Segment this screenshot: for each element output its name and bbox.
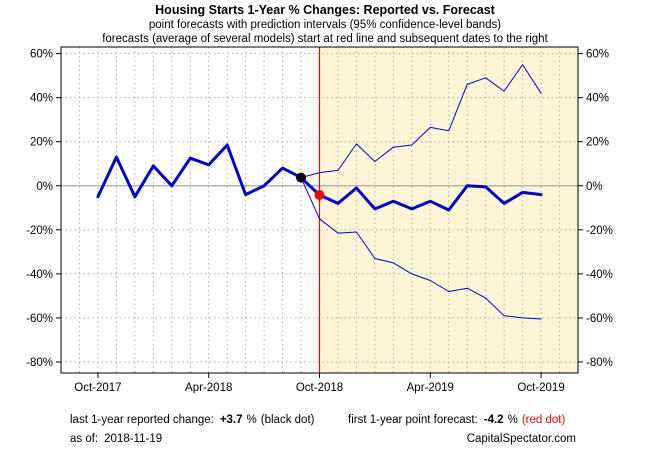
x-tick-label: Oct-2018 (296, 382, 343, 394)
y-tick-label-right: 40% (586, 93, 609, 105)
y-tick-label-left: -80% (26, 357, 53, 369)
series-upper-band (300, 64, 542, 179)
chart-subtitle-2: forecasts (average of several models) st… (102, 33, 548, 45)
y-tick-label-left: -40% (26, 269, 53, 281)
footer-reported-value: +3.7 (220, 414, 243, 426)
x-tick-label: Apr-2018 (185, 382, 232, 394)
y-tick-label-right: 0% (586, 181, 603, 193)
series-forecast (318, 184, 543, 212)
plot-area: 60% 60% 40% 40% 20% 20% 0% 0% -20% -20% -40% -40% -6… (26, 46, 613, 394)
x-tick-label: Oct-2019 (517, 382, 564, 394)
footer-reported-note: (black dot) (261, 414, 315, 426)
series-lower-band (300, 177, 542, 320)
footer-forecast-value: -4.2 (484, 414, 504, 426)
marker-black-dot (296, 172, 307, 183)
footer-source: CapitalSpectator.com (467, 433, 576, 445)
y-tick-label-left: 40% (30, 93, 53, 105)
y-tick-label-right: 60% (586, 49, 609, 61)
footer-reported-unit: % (247, 414, 257, 426)
y-tick-label-right: -80% (586, 357, 613, 369)
y-tick-label-right: -40% (586, 269, 613, 281)
y-tick-label-right: -20% (586, 225, 613, 237)
footer-asof-value: 2018-11-19 (104, 433, 162, 445)
x-tick-label: Oct-2017 (74, 382, 121, 394)
footer-asof-label: as of: (70, 433, 98, 445)
chart-subtitle-1: point forecasts with prediction interval… (149, 19, 501, 31)
footer-forecast-note: (red dot) (522, 414, 566, 426)
y-tick-label-left: 20% (30, 137, 53, 149)
x-tick-label: Apr-2019 (407, 382, 454, 394)
y-tick-label-left: -60% (26, 313, 53, 325)
y-tick-label-left: 0% (36, 181, 53, 193)
footer-reported-label: last 1-year reported change: (70, 414, 214, 426)
y-tick-label-right: -60% (586, 313, 613, 325)
footer-forecast-unit: % (508, 414, 518, 426)
marker-red-dot (314, 190, 325, 201)
footer-forecast: first 1-year point forecast: -4.2% (red do… (348, 414, 565, 426)
footer-asof: as of: 2018-11-19 (70, 433, 162, 445)
y-tick-label-left: 60% (30, 49, 53, 61)
footer-reported: last 1-year reported change: +3.7% (black … (70, 414, 315, 426)
series-reported (96, 143, 321, 199)
y-tick-label-right: 20% (586, 137, 609, 149)
footer-forecast-label: first 1-year point forecast: (348, 414, 478, 426)
y-tick-label-left: -20% (26, 225, 53, 237)
chart-title: Housing Starts 1-Year % Changes: Reporte… (155, 3, 496, 17)
